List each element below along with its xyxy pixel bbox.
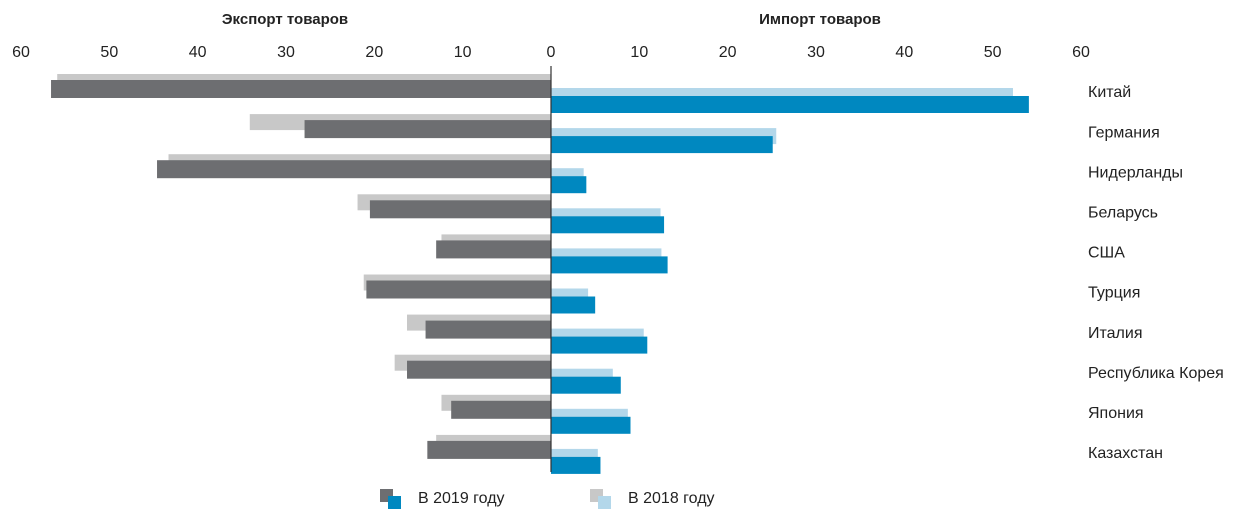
bar bbox=[427, 440, 551, 459]
bar bbox=[551, 456, 601, 474]
bar bbox=[157, 160, 552, 179]
bar bbox=[551, 376, 621, 394]
category-label: Беларусь bbox=[1088, 205, 1158, 222]
x-tick-label: 10 bbox=[454, 44, 472, 61]
x-tick-label: 50 bbox=[100, 44, 118, 61]
bar bbox=[366, 280, 551, 299]
bar bbox=[551, 416, 631, 434]
bar bbox=[425, 320, 551, 339]
x-tick-label: 20 bbox=[719, 44, 737, 61]
x-tick-label: 40 bbox=[189, 44, 207, 61]
category-label: Нидерланды bbox=[1088, 164, 1183, 181]
x-tick-label: 20 bbox=[365, 44, 383, 61]
x-tick-label: 10 bbox=[630, 44, 648, 61]
category-label: Германия bbox=[1088, 124, 1160, 141]
bar bbox=[451, 400, 551, 419]
category-label: Казахстан bbox=[1088, 445, 1163, 462]
category-label: США bbox=[1088, 245, 1125, 262]
bar bbox=[551, 216, 665, 234]
category-label: Япония bbox=[1088, 405, 1144, 422]
x-tick-label: 40 bbox=[895, 44, 913, 61]
x-tick-label: 30 bbox=[807, 44, 825, 61]
bar bbox=[369, 200, 551, 219]
x-tick-label: 60 bbox=[12, 44, 30, 61]
bar bbox=[551, 136, 773, 154]
category-label: Китай bbox=[1088, 84, 1131, 101]
bar bbox=[551, 296, 596, 314]
bar bbox=[436, 240, 551, 259]
bar bbox=[304, 120, 551, 139]
chart-title: Импорт товаров bbox=[759, 11, 881, 28]
bar bbox=[407, 360, 551, 379]
x-tick-label: 50 bbox=[984, 44, 1002, 61]
x-tick-label: 0 bbox=[547, 44, 556, 61]
x-tick-label: 30 bbox=[277, 44, 295, 61]
category-label: Италия bbox=[1088, 325, 1142, 342]
category-label: Республика Корея bbox=[1088, 365, 1224, 382]
legend-swatch bbox=[388, 496, 401, 509]
x-tick-label: 60 bbox=[1072, 44, 1090, 61]
legend-label: В 2018 году bbox=[628, 490, 715, 507]
legend-swatch bbox=[598, 496, 611, 509]
chart-title: Экспорт товаров bbox=[222, 11, 348, 28]
bar bbox=[51, 80, 552, 98]
bar bbox=[551, 336, 648, 354]
bar bbox=[551, 256, 668, 274]
category-label: Турция bbox=[1088, 285, 1140, 302]
bar bbox=[551, 96, 1029, 113]
bar bbox=[551, 176, 587, 194]
legend-label: В 2019 году bbox=[418, 490, 505, 507]
